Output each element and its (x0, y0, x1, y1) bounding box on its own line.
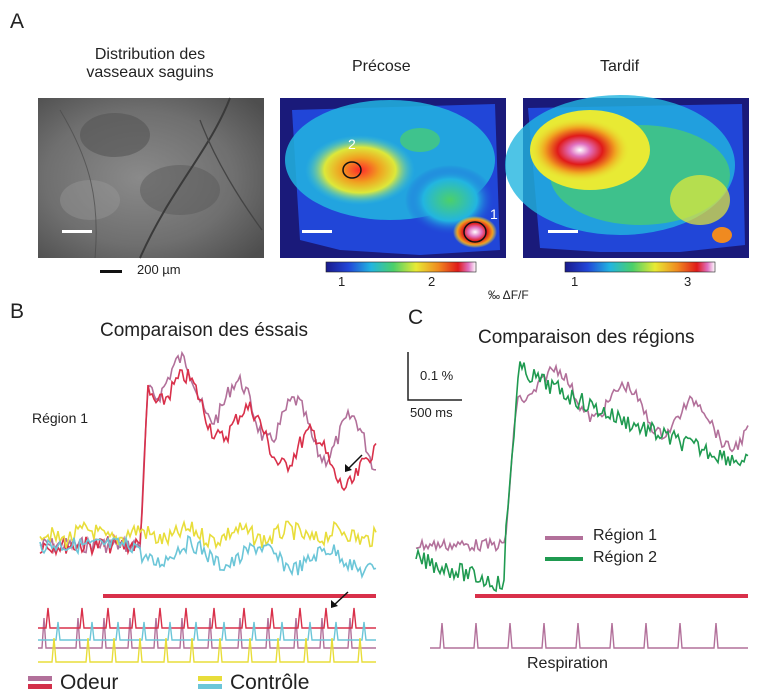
vessel-image (38, 97, 264, 259)
colorbar-early-tick-2: 2 (428, 274, 436, 289)
legend-region1-swatch (545, 536, 583, 540)
panel-b-letter: B (10, 300, 25, 323)
legend-control-swatch-2 (198, 684, 222, 689)
panel-a-letter: A (10, 10, 25, 33)
respiration-trace-4 (38, 637, 376, 663)
region-2-trace (415, 361, 749, 593)
roi-1-label: 1 (490, 206, 498, 222)
late-title: Tardif (600, 58, 640, 75)
colorbar-unit: ‰ ΔF/F (488, 288, 529, 302)
scale-bar-200um (100, 270, 122, 273)
colorbar-late (564, 261, 716, 273)
legend-control-swatch-1 (198, 676, 222, 681)
scale-bar-label: 200 µm (137, 262, 181, 277)
control-trial-1-trace (39, 519, 377, 550)
scale-bar-early (302, 230, 332, 233)
late-heatmap (505, 95, 749, 258)
legend-odor-swatch-1 (28, 676, 52, 681)
respiration-trace-c (430, 622, 748, 649)
respiration-trace-1 (38, 617, 376, 649)
respiration-trace-3 (38, 621, 376, 641)
panel-c-title: Comparaison des régions (478, 327, 695, 348)
arrow-icon (331, 591, 349, 608)
vessels-title-line1: Distribution des (94, 46, 206, 63)
legend-region2-label: Région 2 (593, 549, 658, 566)
scale-bar-inset (62, 230, 92, 233)
panel-c-traces (415, 361, 749, 649)
scale-bar-late (548, 230, 578, 233)
legend-odor-swatch-2 (28, 684, 52, 689)
colorbar-late-tick-3: 3 (684, 274, 692, 289)
roi-2-label: 2 (348, 136, 356, 152)
roi-1-outline (463, 221, 487, 243)
control-trial-2-trace (39, 534, 377, 580)
early-title: Précose (352, 58, 411, 75)
legend-control-label: Contrôle (230, 671, 310, 694)
colorbar-early (325, 261, 477, 273)
scale-x-label: 500 ms (410, 405, 453, 420)
scale-y-label: 0.1 % (420, 368, 454, 383)
roi-2-outline (342, 161, 362, 179)
panel-b-title: Comparaison des éssais (100, 320, 309, 341)
legend-region1-label: Région 1 (593, 527, 658, 544)
arrow-icon (345, 454, 363, 472)
region-1-trace (415, 363, 749, 553)
odor-trial-2-trace (39, 368, 377, 557)
odor-trial-1-trace (39, 350, 377, 554)
respiration-trace-2 (38, 607, 376, 629)
legend-region2-swatch (545, 557, 583, 561)
panel-b-traces (38, 350, 377, 663)
legend-odor-label: Odeur (60, 671, 119, 694)
vessels-title-line2: vasseaux saguins (86, 64, 214, 81)
colorbar-early-tick-1: 1 (338, 274, 346, 289)
vessels-title: Distribution des vasseaux saguins (50, 46, 250, 82)
panel-c-scale-bar (407, 352, 462, 401)
panel-c-letter: C (408, 306, 424, 329)
colorbar-late-tick-1: 1 (571, 274, 579, 289)
early-heatmap (280, 98, 506, 258)
region-1-label: Région 1 (32, 410, 89, 426)
respiration-label: Respiration (527, 655, 608, 672)
